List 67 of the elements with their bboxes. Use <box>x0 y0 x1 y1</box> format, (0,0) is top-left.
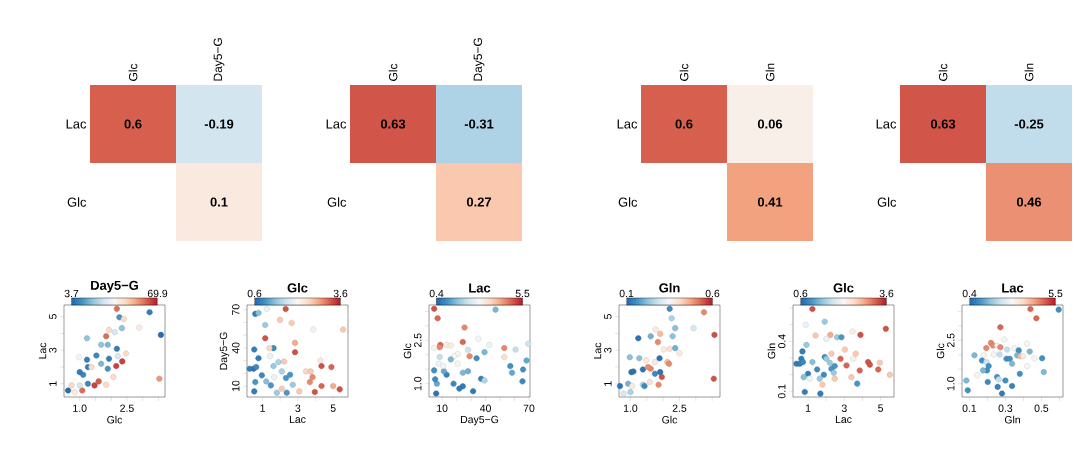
x-tick-label: 10 <box>437 404 448 412</box>
y-axis-title: Glc <box>936 343 945 359</box>
color-bar-label: 69.9 <box>147 289 168 298</box>
x-tick-label: 0.1 <box>962 404 977 412</box>
color-bar-title: Gln <box>659 282 680 293</box>
data-label: 0.46 <box>1016 197 1042 207</box>
color-bar-label: 3.6 <box>879 289 894 298</box>
x-tick-label: Day5−G <box>213 38 225 81</box>
y-axis-title: Gln <box>767 343 776 359</box>
x-tick-label: 70 <box>523 404 535 412</box>
data-label: 0.6 <box>675 119 693 129</box>
y-tick-label: 5 <box>604 314 612 320</box>
x-tick-label: Gln <box>765 63 775 81</box>
color-bar-title: Glc <box>833 282 854 293</box>
y-tick-label: 1 <box>604 381 612 386</box>
x-tick-label: Glc <box>679 63 689 81</box>
y-tick-label: 5 <box>49 314 57 320</box>
y-tick-label: 3 <box>49 347 57 353</box>
y-tick-label: 1 <box>49 381 57 386</box>
x-tick-label: Glc <box>128 63 138 81</box>
y-axis-title: Glc <box>403 343 412 359</box>
color-bar-label: 3.6 <box>333 289 348 298</box>
x-tick-label: Gln <box>1024 63 1034 81</box>
x-tick-label: 2.5 <box>672 404 687 412</box>
data-label: 0.27 <box>466 197 492 207</box>
x-axis-title: Lac <box>835 415 852 424</box>
x-tick-label: Glc <box>388 63 398 81</box>
color-bar-label: 0.6 <box>247 289 262 298</box>
color-bar-label: 0.4 <box>429 289 444 298</box>
x-tick-label: 0.3 <box>998 404 1013 412</box>
color-bar-label: 5.5 <box>515 289 530 298</box>
x-tick-label: 2.5 <box>120 404 134 412</box>
data-label: 0.1 <box>210 197 228 207</box>
x-tick-label: 3 <box>841 404 847 412</box>
x-tick-label: 3 <box>295 404 301 412</box>
data-label: -0.19 <box>204 119 234 129</box>
data-label: 0.6 <box>124 119 142 129</box>
color-bar-label: 3.7 <box>64 289 79 298</box>
x-tick-label: 0.5 <box>1034 404 1049 412</box>
color-bar-title: Lac <box>469 283 491 293</box>
x-axis-title: Gln <box>1004 415 1020 424</box>
x-tick-label: 1 <box>805 404 811 412</box>
y-tick-label: 70 <box>232 304 240 315</box>
x-tick-label: Day5−G <box>473 38 485 81</box>
color-bar-label: 0.4 <box>962 289 977 298</box>
color-bar-label: 0.6 <box>705 289 720 298</box>
data-label: -0.25 <box>1014 119 1044 129</box>
y-tick-label: 3 <box>604 347 612 353</box>
x-tick-label: 40 <box>479 404 491 412</box>
x-axis-title: Glc <box>107 415 123 424</box>
color-bar-label: 5.5 <box>1048 289 1063 298</box>
color-bar-title: Day5−G <box>91 280 138 293</box>
x-axis-title: Lac <box>289 415 306 424</box>
data-label: -0.31 <box>464 119 494 129</box>
color-bar-title: Lac <box>1002 283 1024 293</box>
y-axis-title: Day5−G <box>219 332 230 370</box>
y-tick-label: 40 <box>232 342 240 354</box>
x-axis-title: Glc <box>662 415 678 424</box>
data-label: 0.41 <box>757 197 783 207</box>
y-tick-label: 10 <box>232 380 240 392</box>
color-bar-label: 0.6 <box>793 289 808 298</box>
x-axis-title: Day5−G <box>461 415 499 426</box>
x-tick-label: 1 <box>260 404 265 412</box>
data-label: 0.63 <box>380 119 406 129</box>
color-bar-title: Glc <box>287 282 308 293</box>
data-label: 0.63 <box>930 119 956 129</box>
data-label: 0.06 <box>757 119 783 129</box>
